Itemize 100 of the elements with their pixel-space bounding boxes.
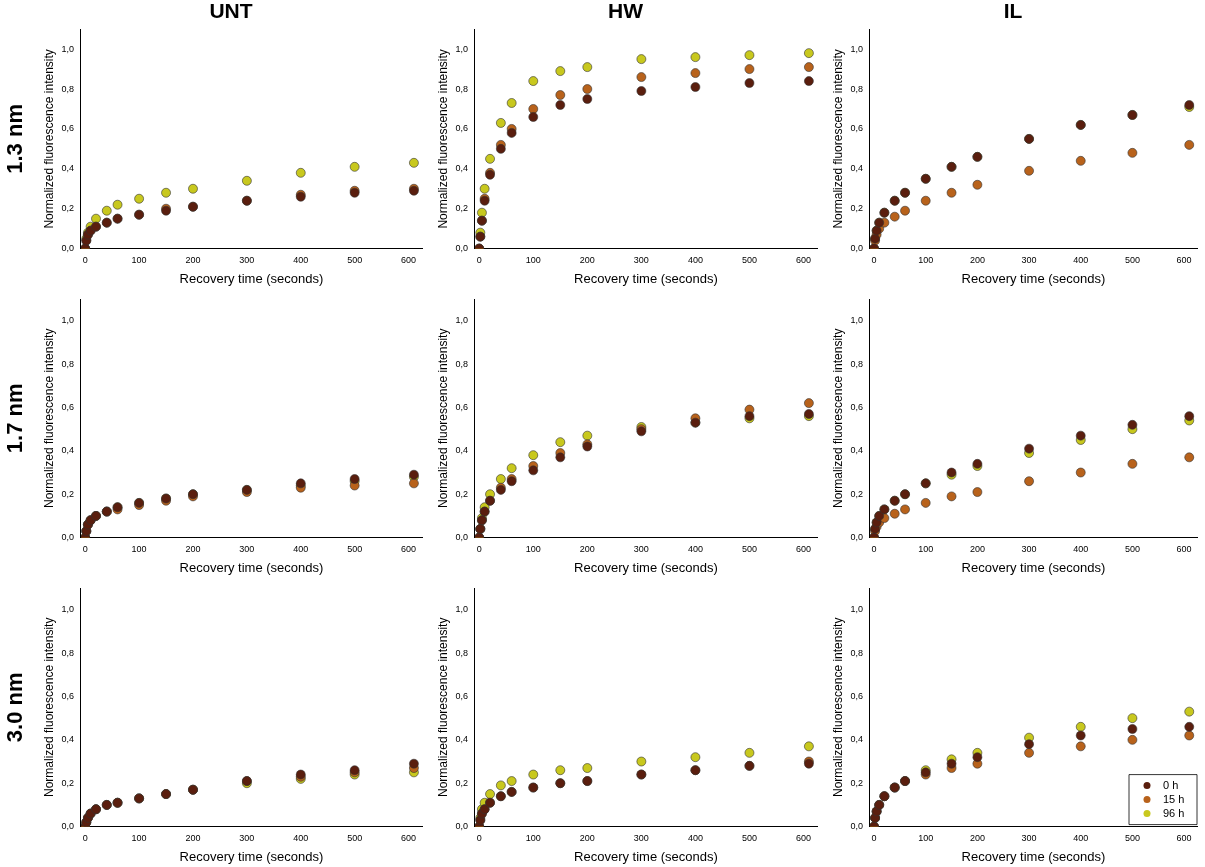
y-axis-title: Normalized fluorescence intensity: [41, 617, 56, 798]
x-tick-label: 400: [1073, 544, 1089, 555]
x-tick-label: 0: [871, 544, 877, 555]
y-tick-label: 0,8: [455, 83, 468, 94]
x-tick-label: 200: [185, 833, 201, 844]
y-tick-label: 0,0: [850, 821, 863, 832]
x-tick-label: 300: [1021, 255, 1037, 266]
x-axis-title: Recovery time (seconds): [961, 559, 1106, 575]
y-tick-label: 0,0: [850, 243, 863, 254]
x-tick-label: 0: [82, 255, 88, 266]
x-tick-label: 0: [476, 255, 482, 266]
y-tick-label: 0,4: [61, 163, 74, 174]
x-tick-label: 200: [969, 833, 985, 844]
y-tick-label: 1,0: [61, 315, 74, 326]
x-tick-label: 600: [401, 833, 417, 844]
text: 1.7 nm: [2, 383, 28, 454]
y-tick-label: 0,4: [850, 445, 863, 456]
y-tick-label: 1,0: [61, 43, 74, 54]
y-tick-label: 0,8: [61, 358, 74, 369]
x-tick-label: 400: [293, 544, 309, 555]
x-tick-label: 200: [579, 833, 595, 844]
text: 1.3 nm: [2, 104, 28, 174]
x-tick-label: 300: [633, 544, 649, 555]
y-tick-label: 0,4: [61, 445, 74, 456]
y-tick-label: 1,0: [850, 604, 863, 615]
legend-label: 15 h: [1163, 792, 1185, 805]
x-tick-label: 200: [185, 544, 201, 555]
y-tick-label: 0,6: [455, 401, 468, 412]
x-tick-label: 400: [1073, 255, 1089, 266]
x-tick-label: 600: [1176, 255, 1192, 266]
x-tick-label: 100: [525, 255, 541, 266]
x-tick-label: 400: [687, 255, 703, 266]
y-axis-title: Normalized fluorescence intensity: [41, 49, 56, 229]
legend-label: 0 h: [1163, 778, 1179, 791]
y-tick-label: 0,2: [455, 488, 468, 499]
y-tick-label: 0,0: [850, 532, 863, 543]
x-tick-label: 200: [579, 544, 595, 555]
y-axis-title: Normalized fluorescence intensity: [435, 49, 450, 229]
x-tick-label: 300: [633, 255, 649, 266]
y-tick-label: 1,0: [850, 43, 863, 54]
x-tick-label: 100: [525, 544, 541, 555]
y-axis-title: Normalized fluorescence intensity: [830, 328, 845, 509]
legend-label: 96 h: [1163, 806, 1185, 819]
chart-title: UNT: [209, 0, 253, 23]
x-tick-label: 0: [871, 255, 877, 266]
x-tick-label: 600: [401, 255, 417, 266]
x-tick-label: 200: [185, 255, 201, 266]
y-tick-label: 0,4: [850, 163, 863, 174]
x-tick-label: 100: [918, 833, 934, 844]
y-tick-label: 0,4: [455, 445, 468, 456]
x-tick-label: 300: [239, 544, 255, 555]
x-tick-label: 500: [1124, 255, 1140, 266]
x-tick-label: 600: [795, 255, 812, 266]
x-tick-label: 200: [579, 255, 595, 266]
x-tick-label: 500: [347, 255, 363, 266]
y-tick-label: 0,6: [61, 123, 74, 134]
y-tick-label: 0,2: [61, 488, 74, 499]
x-tick-label: 400: [687, 833, 703, 844]
x-tick-label: 100: [918, 544, 934, 555]
y-tick-label: 0,2: [455, 203, 468, 214]
y-tick-label: 0,0: [455, 821, 468, 832]
x-tick-label: 600: [1176, 833, 1192, 844]
x-axis-title: Recovery time (seconds): [961, 270, 1106, 286]
y-tick-label: 0,4: [850, 734, 863, 745]
x-tick-label: 300: [633, 833, 649, 844]
y-tick-label: 0,8: [455, 358, 468, 369]
x-tick-label: 100: [525, 833, 541, 844]
x-tick-label: 100: [131, 544, 147, 555]
y-axis-title: Normalized fluorescence intensity: [41, 328, 56, 509]
x-tick-label: 500: [741, 544, 757, 555]
y-tick-label: 0,2: [61, 203, 74, 214]
y-axis-title: Normalized fluorescence intensity: [830, 617, 845, 798]
y-tick-label: 0,2: [61, 777, 74, 788]
y-tick-label: 0,8: [61, 647, 74, 658]
x-tick-label: 600: [1176, 544, 1192, 555]
y-tick-label: 0,6: [455, 123, 468, 134]
x-tick-label: 500: [1124, 833, 1140, 844]
y-tick-label: 0,4: [61, 734, 74, 745]
y-tick-label: 0,8: [850, 647, 863, 658]
x-tick-label: 500: [741, 833, 757, 844]
y-tick-label: 0,6: [850, 690, 863, 701]
x-tick-label: 500: [1124, 544, 1140, 555]
y-tick-label: 0,2: [850, 777, 863, 788]
y-tick-label: 0,8: [455, 647, 468, 658]
x-tick-label: 400: [687, 544, 703, 555]
y-tick-label: 0,6: [61, 690, 74, 701]
x-axis-title: Recovery time (seconds): [179, 559, 324, 575]
x-tick-label: 400: [293, 255, 309, 266]
x-tick-label: 300: [1021, 544, 1037, 555]
y-tick-label: 0,4: [455, 734, 468, 745]
y-tick-label: 0,8: [850, 358, 863, 369]
y-axis-title: Normalized fluorescence intensity: [435, 617, 450, 798]
y-tick-label: 1,0: [455, 315, 468, 326]
x-tick-label: 500: [347, 544, 363, 555]
x-tick-label: 0: [82, 833, 88, 844]
y-tick-label: 1,0: [850, 315, 863, 326]
y-tick-label: 0,0: [61, 243, 74, 254]
x-tick-label: 500: [347, 833, 363, 844]
x-tick-label: 200: [969, 544, 985, 555]
x-tick-label: 300: [239, 833, 255, 844]
